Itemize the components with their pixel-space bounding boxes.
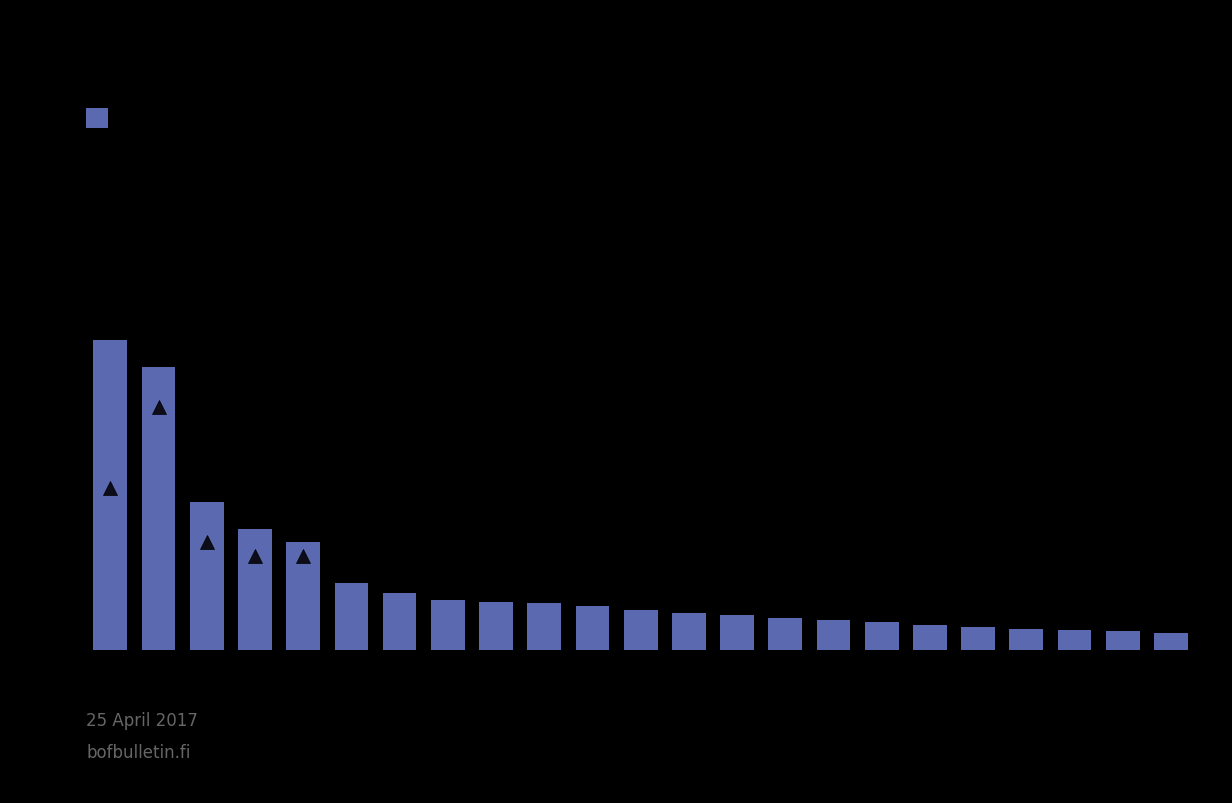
Text: High levels of non-performing loans burden profitability
particularly in the eur: High levels of non-performing loans burd… — [86, 32, 628, 78]
Bar — [335, 583, 368, 650]
Bar — [238, 529, 272, 650]
Bar — [671, 613, 706, 650]
Text: NPL ratio (%): NPL ratio (%) — [121, 109, 230, 128]
Bar — [1154, 634, 1188, 650]
Bar — [817, 620, 850, 650]
Bar — [142, 367, 175, 650]
Bar — [769, 618, 802, 650]
Bar — [383, 593, 416, 650]
Bar — [479, 602, 513, 650]
Text: Return on equity (%): Return on equity (%) — [121, 144, 293, 161]
Text: 25 April 2017: 25 April 2017 — [86, 711, 198, 728]
Bar — [623, 610, 658, 650]
Bar — [527, 603, 561, 650]
Text: ▲: ▲ — [89, 145, 101, 160]
Bar — [286, 543, 320, 650]
Bar — [913, 625, 946, 650]
Bar — [865, 622, 898, 650]
Bar — [575, 606, 610, 650]
Bar — [1057, 630, 1092, 650]
Bar — [1106, 631, 1140, 650]
Bar — [961, 627, 995, 650]
Text: bofbulletin.fi: bofbulletin.fi — [86, 743, 191, 760]
Bar — [431, 600, 464, 650]
Bar — [94, 340, 127, 650]
Bar — [1009, 629, 1044, 650]
Bar — [721, 615, 754, 650]
Bar — [190, 502, 224, 650]
